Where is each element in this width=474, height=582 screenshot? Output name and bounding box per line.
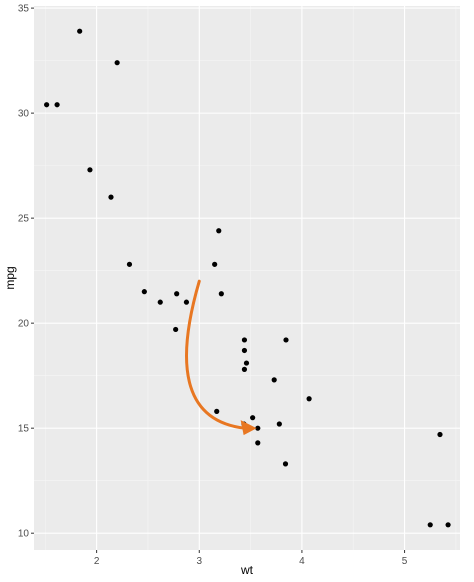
data-point <box>255 425 261 431</box>
data-point <box>255 440 261 446</box>
data-point <box>77 28 83 34</box>
data-point <box>241 337 248 343</box>
annotation-arrow-head <box>240 420 257 436</box>
annotation-arrow-curve <box>185 279 247 430</box>
data-point <box>183 299 190 305</box>
x-tick-label: 2 <box>94 556 100 567</box>
major-gridlines <box>34 6 460 550</box>
data-point <box>243 360 250 366</box>
data-point <box>108 194 114 200</box>
data-point <box>445 522 451 528</box>
data-point <box>306 396 312 402</box>
x-tick-label: 5 <box>402 556 408 567</box>
data-point <box>174 291 180 297</box>
y-tick-label: 10 <box>18 529 30 540</box>
x-axis-title: wt <box>240 563 254 577</box>
data-point <box>216 228 222 234</box>
data-point <box>437 431 443 438</box>
y-tick-label: 15 <box>18 424 30 435</box>
data-point <box>54 102 60 108</box>
y-axis-ticks: 10 15 20 25 30 35 <box>18 4 34 540</box>
data-point <box>282 461 289 467</box>
y-axis-title: mpg <box>3 266 17 289</box>
annotation-arrow <box>185 279 257 436</box>
minor-gridlines <box>34 6 460 550</box>
data-point <box>126 261 133 267</box>
data-point <box>283 337 289 343</box>
x-tick-label: 4 <box>299 556 305 567</box>
y-tick-label: 35 <box>18 4 30 15</box>
data-point <box>114 60 120 66</box>
y-tick-label: 20 <box>18 319 30 330</box>
data-point <box>173 326 179 333</box>
data-point <box>44 102 50 108</box>
data-point <box>212 261 218 267</box>
x-axis-ticks: 2 3 4 5 <box>94 550 408 567</box>
y-tick-label: 30 <box>18 109 30 120</box>
data-point <box>214 408 220 414</box>
data-point <box>241 347 248 354</box>
data-points <box>44 28 451 528</box>
data-point <box>276 421 282 427</box>
data-point <box>157 299 163 305</box>
y-tick-label: 25 <box>18 214 30 225</box>
data-point <box>218 291 224 297</box>
data-point <box>87 167 93 173</box>
x-tick-label: 3 <box>196 556 202 567</box>
data-point <box>427 522 433 528</box>
data-point <box>250 415 256 421</box>
data-point <box>241 366 248 372</box>
plot-panel <box>34 6 460 550</box>
data-point <box>141 289 147 295</box>
data-point <box>271 377 277 383</box>
